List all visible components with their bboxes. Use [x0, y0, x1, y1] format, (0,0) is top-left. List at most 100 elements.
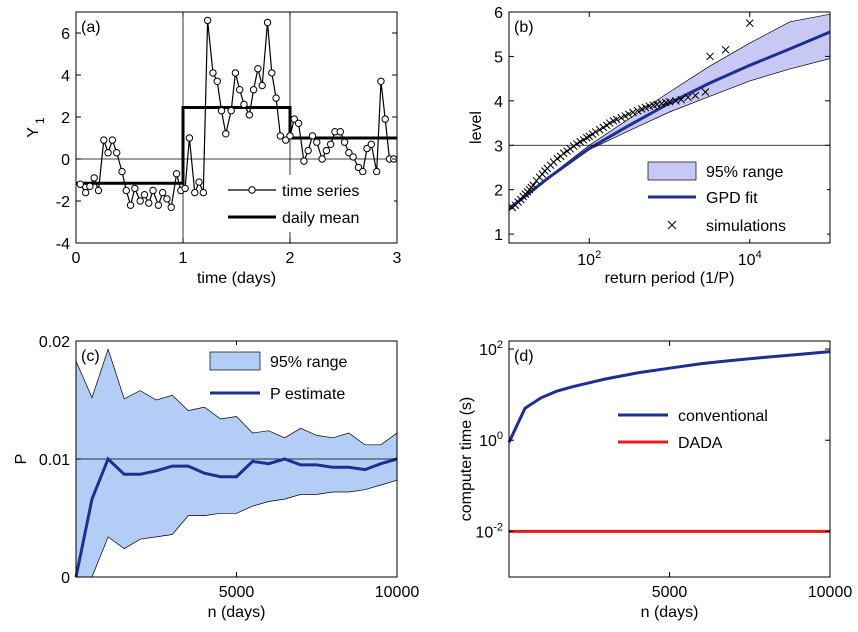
simulation-marker: [572, 140, 581, 148]
data-point: [158, 188, 167, 197]
data-point: [131, 184, 139, 193]
y-tick-label: 0.02: [39, 334, 70, 351]
data-point: [81, 188, 90, 197]
data-point: [268, 69, 276, 77]
legend-label-95-range: 95% range: [706, 164, 783, 181]
series-line-gpd-fit: [509, 30, 830, 210]
x-axis-label: return period (1/P): [605, 270, 735, 287]
y-tick-label: 100: [479, 430, 503, 450]
y-axis-label: Y1: [25, 117, 47, 138]
simulation-marker: [745, 19, 754, 27]
legend: time series daily mean: [222, 175, 394, 232]
data-point: [209, 69, 217, 77]
simulation-marker: [559, 149, 568, 158]
legend-label-p-estimate: P estimate: [270, 386, 345, 403]
x-tick-label: 3: [393, 250, 402, 267]
panel-b: 102 104 1 2 3 4 5 6 return period (1/P) level (b) 9…: [468, 5, 831, 287]
data-point: [90, 174, 98, 182]
y-tick-label: 0.01: [39, 452, 70, 469]
simulation-marker: [617, 113, 626, 122]
y-tick-label: 0: [61, 152, 70, 169]
y-axis-label: level: [468, 111, 485, 144]
data-point: [349, 153, 357, 161]
data-point: [191, 188, 199, 197]
data-point: [227, 107, 235, 115]
panel-d: 5000 10000 10-2 100 102 n (days) computer time…: [458, 339, 852, 621]
y-axis-label: P: [13, 454, 30, 465]
simulation-marker: [605, 119, 614, 127]
simulation-marker: [599, 123, 608, 132]
x-tick-label: 10000: [808, 584, 853, 601]
y-tick-label: 0: [61, 570, 70, 587]
legend-label-time-series: time series: [282, 183, 359, 200]
data-point: [199, 188, 208, 197]
legend-label-simulations: simulations: [706, 218, 786, 235]
data-point: [377, 77, 385, 86]
data-point: [217, 107, 226, 115]
data-point: [340, 138, 349, 146]
data-point: [112, 149, 121, 157]
legend-label-daily-mean: daily mean: [282, 210, 359, 227]
y-tick-label: 2: [61, 110, 70, 127]
panel-label: (b): [514, 19, 534, 36]
plot-area: [509, 13, 830, 212]
y-tick-label: 5: [494, 49, 503, 66]
data-point: [126, 201, 135, 209]
data-point: [86, 182, 94, 191]
data-point: [154, 201, 163, 209]
legend: 95% range P estimate: [203, 345, 393, 407]
x-axis-label: time (days): [197, 270, 276, 287]
data-point: [308, 132, 317, 140]
data-point: [213, 77, 221, 86]
axes-frame: [508, 340, 831, 578]
y-tick-label: 2: [494, 183, 503, 200]
data-point: [94, 186, 103, 195]
legend-marker-time-series: [248, 186, 256, 194]
simulation-marker: [585, 132, 594, 141]
data-point: [245, 111, 254, 119]
data-point: [286, 132, 294, 140]
x-tick-label: 1: [179, 250, 188, 267]
simulation-marker: [721, 45, 730, 54]
legend-swatch-95-range: [209, 351, 261, 371]
data-point: [240, 100, 248, 109]
data-point: [322, 146, 331, 155]
simulation-marker: [612, 115, 621, 124]
y-tick-label: 102: [479, 339, 503, 359]
data-point: [185, 134, 194, 142]
data-point: [313, 138, 321, 146]
data-point: [363, 144, 371, 153]
simulation-marker: [582, 133, 591, 142]
simulation-marker: [653, 100, 661, 109]
data-point: [254, 65, 262, 73]
series-line-conventional: [507, 350, 831, 443]
simulation-marker: [706, 52, 714, 61]
data-point: [294, 119, 303, 128]
data-point: [258, 81, 266, 90]
simulation-marker: [529, 181, 538, 190]
simulation-marker: [684, 93, 692, 102]
data-point: [167, 203, 175, 212]
x-axis-label: n (days): [208, 604, 266, 621]
data-point: [222, 130, 230, 138]
data-point: [304, 146, 312, 155]
legend-marker-simulations: [667, 220, 677, 230]
data-point: [326, 140, 335, 149]
data-point: [181, 184, 189, 193]
data-point: [163, 195, 171, 203]
panel-label: (d): [514, 348, 534, 365]
panel-label: (a): [81, 19, 101, 36]
data-point: [172, 170, 181, 178]
data-point: [276, 132, 285, 140]
data-point: [354, 163, 363, 172]
data-point: [236, 86, 244, 94]
data-point: [145, 199, 153, 207]
data-point: [108, 136, 117, 144]
y-tick-label: -4: [56, 236, 70, 253]
data-point: [118, 167, 126, 176]
data-point: [149, 186, 157, 195]
x-tick-label: 102: [577, 249, 601, 269]
x-tick-label: 2: [286, 250, 295, 267]
data-point: [263, 18, 272, 27]
